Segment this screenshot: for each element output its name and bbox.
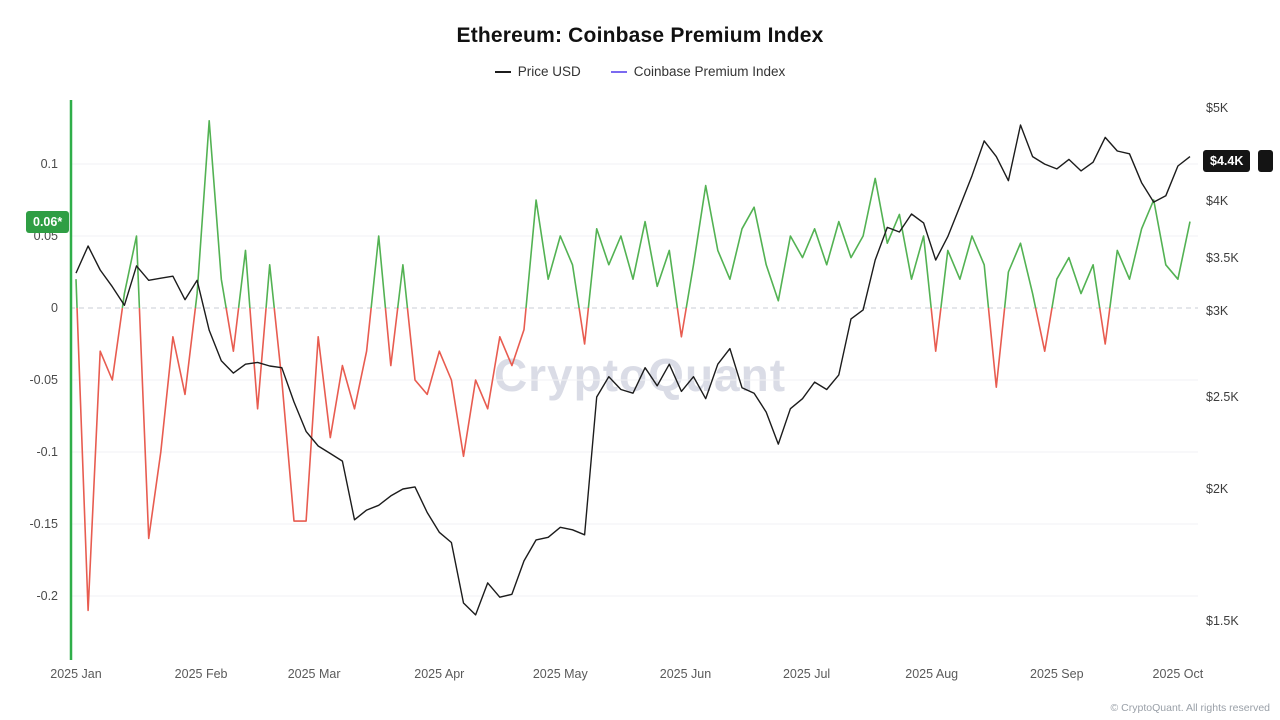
left-axis-tick-label: 0.1 (41, 157, 58, 171)
premium-badge-value: 0.06* (33, 214, 63, 229)
price-series-swatch-icon (494, 70, 511, 73)
legend-label-price-usd: Price USD (517, 64, 581, 79)
right-axis-tick-label: $4K (1206, 194, 1229, 208)
legend-item-price-usd[interactable]: Price USD (494, 64, 581, 79)
chart-title: Ethereum: Coinbase Premium Index (456, 24, 824, 47)
premium-badge: 0.06* (26, 210, 70, 233)
price-badge: $4.4K (1203, 150, 1251, 173)
right-axis-tick-label: $3K (1206, 304, 1229, 318)
left-axis-tick-label: -0.1 (36, 445, 58, 459)
x-axis-tick-label: 2025 Feb (175, 667, 228, 681)
x-axis-tick-label: 2025 Aug (905, 667, 958, 681)
legend-label-coinbase-premium-index: Coinbase Premium Index (633, 64, 786, 79)
right-axis-tick-label: $3.5K (1206, 251, 1239, 265)
x-axis-tick-label: 2025 Oct (1153, 667, 1204, 681)
legend: Price USD Coinbase Premium Index (0, 64, 1280, 79)
x-axis-tick-label: 2025 May (533, 667, 589, 681)
x-axis-tick-label: 2025 Jan (50, 667, 101, 681)
x-axis-tick-label: 2025 Sep (1030, 667, 1084, 681)
right-axis-tick-label: $1.5K (1206, 614, 1239, 628)
premium-line-negative (76, 308, 1111, 612)
x-axis-tick-label: 2025 Jun (660, 667, 711, 681)
right-axis-tick-label: $2.5K (1206, 390, 1239, 404)
left-axis-tick-label: -0.05 (30, 373, 59, 387)
left-axis-tick-label: 0 (51, 301, 58, 315)
right-axis-tick-label: $2K (1206, 482, 1229, 496)
legend-item-coinbase-premium-index[interactable]: Coinbase Premium Index (610, 64, 786, 79)
left-axis-tick-label: -0.15 (30, 517, 59, 531)
copyright-note: © CryptoQuant. All rights reserved (1110, 702, 1270, 714)
x-axis-tick-label: 2025 Jul (783, 667, 830, 681)
left-axis-tick-label: -0.2 (36, 589, 58, 603)
right-axis-tick-label: $5K (1206, 101, 1229, 115)
premium-series-swatch-icon (610, 70, 627, 73)
axis-edge-marker (1258, 150, 1273, 173)
price-badge-value: $4.4K (1210, 154, 1244, 169)
cryptoquant-watermark: CryptoQuant (493, 349, 787, 401)
price-line (75, 124, 1191, 616)
x-axis-tick-label: 2025 Apr (414, 667, 464, 681)
premium-line-positive (75, 120, 1191, 308)
x-axis-tick-label: 2025 Mar (288, 667, 341, 681)
